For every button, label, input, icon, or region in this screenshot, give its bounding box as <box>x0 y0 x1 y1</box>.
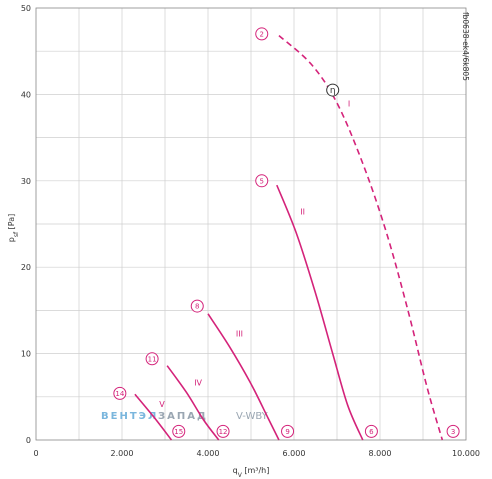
point-marker-label: 12 <box>219 428 228 436</box>
y-tick-label: 40 <box>21 90 31 99</box>
eta-marker-circle <box>326 83 340 97</box>
eta-marker-label: η <box>330 86 336 96</box>
y-tick-label: 10 <box>21 350 31 359</box>
curve-I <box>278 35 444 441</box>
watermark: ВЕНТЭЛ ЗАПАД V-WBY <box>101 411 269 422</box>
point-marker-label: 5 <box>260 177 264 185</box>
curve-IV <box>166 365 220 441</box>
point-marker-circle <box>216 424 230 438</box>
watermark-brand-left: ВЕНТЭЛ <box>101 411 158 422</box>
watermark-brand-right: ЗАПАД <box>158 411 208 422</box>
x-tick-label: 0 <box>33 449 38 458</box>
point-marker-label: 8 <box>195 303 199 311</box>
curve-label-V: V <box>159 400 165 409</box>
curve-label-II: II <box>300 207 305 216</box>
curve-label-IV: IV <box>194 379 202 388</box>
point-marker-label: 6 <box>369 428 374 436</box>
model-code: fb0638-ek4/6k805 <box>461 12 470 81</box>
point-marker-label: 2 <box>260 30 264 38</box>
watermark-suffix: V-WBY <box>236 411 269 422</box>
point-marker-label: 9 <box>285 428 289 436</box>
y-tick-label: 30 <box>21 177 31 186</box>
y-axis-label-main: p <box>7 237 16 242</box>
x-axis-label-main: q <box>233 466 238 475</box>
y-tick-label: 0 <box>26 436 31 445</box>
grid-lines <box>36 8 466 440</box>
x-tick-label: 10.000 <box>452 449 480 458</box>
x-tick-label: 6.000 <box>283 449 306 458</box>
curve-label-III: III <box>236 329 243 338</box>
point-marker-circle <box>190 299 204 313</box>
curve-III <box>207 313 280 441</box>
curve-label-I: I <box>348 99 350 108</box>
plot-frame <box>35 7 467 441</box>
axis-ticks: 0 2.000 4.000 6.000 8.000 10.000 0 10 20 30 40 50 <box>21 4 480 458</box>
point-marker-label: 15 <box>174 428 183 436</box>
point-marker-circle <box>364 424 378 438</box>
point-marker-circle <box>255 27 269 41</box>
point-marker-label: 3 <box>451 428 455 436</box>
x-tick-label: 8.000 <box>369 449 392 458</box>
point-markers: 2 5 8 11 14 3 6 9 12 15 <box>113 27 460 438</box>
x-axis-label-sub: V <box>238 472 243 479</box>
x-axis-label-unit: [m³/h] <box>242 466 270 475</box>
point-marker-circle <box>255 174 269 188</box>
y-axis-label-sub: sf <box>13 231 20 237</box>
point-marker-circle <box>145 352 159 366</box>
point-marker-label: 14 <box>115 390 124 398</box>
efficiency-marker: η <box>326 83 340 97</box>
y-axis-label-unit: [Pa] <box>7 214 16 232</box>
y-axis-label: psf [Pa] <box>7 214 20 242</box>
curve-V <box>134 393 173 441</box>
point-marker-circle <box>172 424 186 438</box>
point-marker-circle <box>446 424 460 438</box>
y-tick-label: 20 <box>21 263 31 272</box>
y-tick-label: 50 <box>21 4 31 13</box>
x-axis-label: qV [m³/h] <box>233 466 270 479</box>
x-tick-label: 4.000 <box>197 449 220 458</box>
point-marker-circle <box>281 424 295 438</box>
point-marker-circle <box>113 386 127 400</box>
point-marker-label: 11 <box>148 355 157 363</box>
curve-II <box>276 184 364 441</box>
curves <box>134 35 444 441</box>
x-tick-label: 2.000 <box>111 449 134 458</box>
